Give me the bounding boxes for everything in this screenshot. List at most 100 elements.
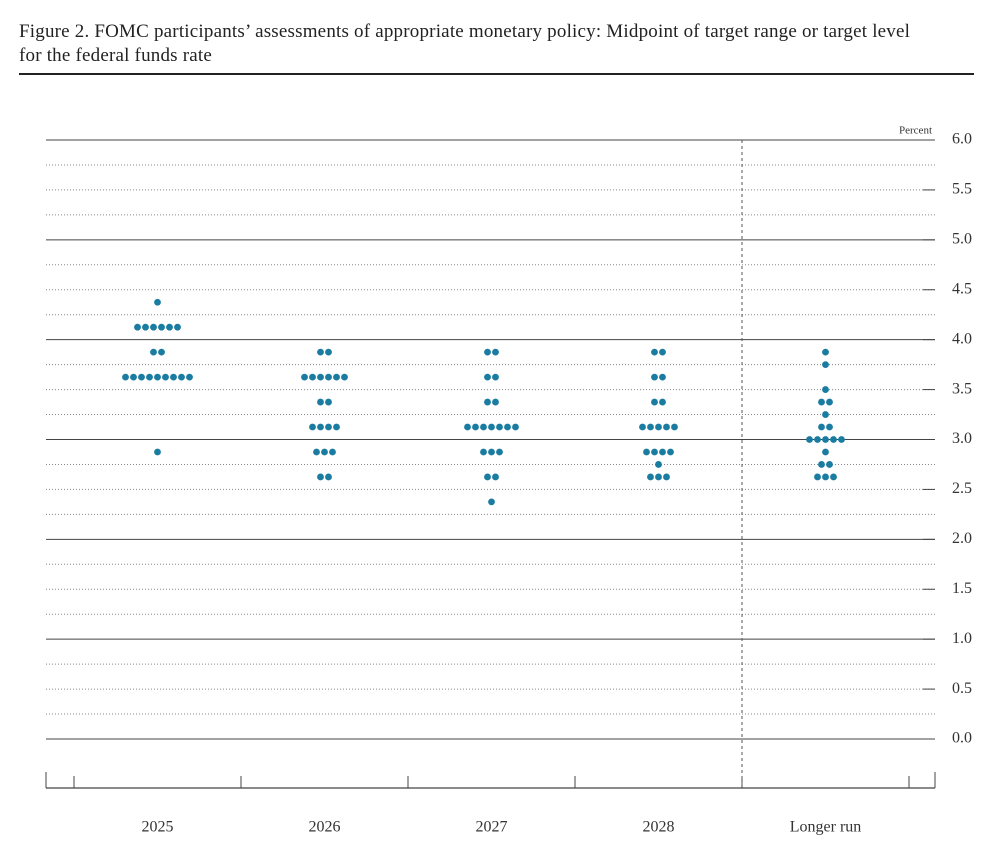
dot bbox=[484, 473, 491, 481]
dot bbox=[488, 448, 495, 456]
dot bbox=[122, 373, 129, 381]
dot bbox=[488, 423, 495, 431]
dot bbox=[150, 348, 157, 356]
dot bbox=[325, 373, 332, 381]
dot bbox=[818, 423, 825, 431]
y-tick-label: 5.5 bbox=[952, 181, 972, 198]
dot bbox=[822, 436, 829, 443]
dot bbox=[822, 411, 829, 418]
y-tick-label: 1.5 bbox=[952, 580, 972, 597]
dot bbox=[814, 436, 821, 443]
dot bbox=[671, 423, 678, 431]
dot bbox=[309, 373, 316, 381]
dot bbox=[651, 398, 658, 406]
dot bbox=[480, 448, 487, 456]
dot bbox=[830, 436, 837, 443]
dot bbox=[321, 448, 328, 456]
dot bbox=[822, 473, 829, 481]
dot bbox=[838, 436, 845, 443]
dot bbox=[313, 448, 320, 456]
dot bbox=[472, 423, 479, 431]
dot bbox=[301, 373, 308, 381]
y-tick-label: 4.0 bbox=[952, 330, 972, 347]
dot bbox=[130, 373, 137, 381]
dot bbox=[651, 373, 658, 381]
dot bbox=[186, 373, 193, 381]
dot bbox=[826, 461, 833, 468]
dot bbox=[647, 423, 654, 431]
dot bbox=[659, 373, 666, 381]
dot bbox=[150, 323, 157, 331]
dot bbox=[154, 448, 161, 456]
dot bbox=[655, 473, 662, 481]
dot bbox=[822, 448, 829, 456]
dot bbox=[806, 436, 813, 443]
dot bbox=[826, 398, 833, 406]
y-tick-label: 6.0 bbox=[952, 131, 972, 148]
title-rule bbox=[19, 73, 974, 75]
dot bbox=[341, 373, 348, 381]
dot bbox=[492, 398, 499, 406]
dot bbox=[134, 323, 141, 331]
dot bbox=[309, 423, 316, 431]
dot bbox=[162, 373, 169, 381]
y-tick-label: 3.0 bbox=[952, 430, 972, 447]
dot bbox=[484, 373, 491, 381]
dot bbox=[480, 423, 487, 431]
dot bbox=[651, 348, 658, 356]
x-tick-label: 2025 bbox=[142, 819, 174, 836]
dot bbox=[492, 373, 499, 381]
dot bbox=[142, 323, 149, 331]
dot bbox=[818, 398, 825, 406]
dot bbox=[659, 348, 666, 356]
dot bbox=[663, 423, 670, 431]
y-tick-label: 2.5 bbox=[952, 480, 972, 497]
x-tick-label: Longer run bbox=[790, 819, 862, 836]
dot bbox=[822, 348, 829, 356]
x-tick-label: 2028 bbox=[643, 819, 675, 836]
dot bbox=[822, 361, 829, 369]
dot bbox=[504, 423, 511, 431]
dot bbox=[329, 448, 336, 456]
dot bbox=[146, 373, 153, 381]
y-tick-label: 4.5 bbox=[952, 280, 972, 297]
dot bbox=[174, 323, 181, 331]
dot bbox=[488, 498, 495, 506]
dot bbox=[496, 448, 503, 456]
dot bbox=[178, 373, 185, 381]
dot bbox=[484, 348, 491, 356]
dot bbox=[170, 373, 177, 381]
dot bbox=[325, 348, 332, 356]
dot bbox=[464, 423, 471, 431]
y-tick-label: 0.5 bbox=[952, 680, 972, 697]
dot bbox=[484, 398, 491, 406]
dot bbox=[333, 423, 340, 431]
dot bbox=[814, 473, 821, 481]
dot bbox=[643, 448, 650, 456]
dot bbox=[317, 473, 324, 481]
dot bbox=[317, 398, 324, 406]
y-tick-label: 0.0 bbox=[952, 730, 972, 747]
dot bbox=[492, 473, 499, 481]
dot bbox=[166, 323, 173, 331]
x-tick-label: 2026 bbox=[309, 819, 341, 836]
dot bbox=[655, 423, 662, 431]
y-axis-label: Percent bbox=[899, 125, 932, 137]
dot bbox=[639, 423, 646, 431]
dot bbox=[325, 473, 332, 481]
x-tick-label: 2027 bbox=[476, 819, 508, 836]
y-tick-label: 2.0 bbox=[952, 530, 972, 547]
dot bbox=[492, 348, 499, 356]
dot bbox=[317, 423, 324, 431]
y-tick-label: 3.5 bbox=[952, 380, 972, 397]
dot bbox=[659, 398, 666, 406]
dot bbox=[663, 473, 670, 481]
dot bbox=[154, 298, 161, 306]
dot bbox=[512, 423, 519, 431]
dot bbox=[830, 473, 837, 481]
dot bbox=[158, 348, 165, 356]
dot bbox=[333, 373, 340, 381]
dot bbox=[158, 323, 165, 331]
